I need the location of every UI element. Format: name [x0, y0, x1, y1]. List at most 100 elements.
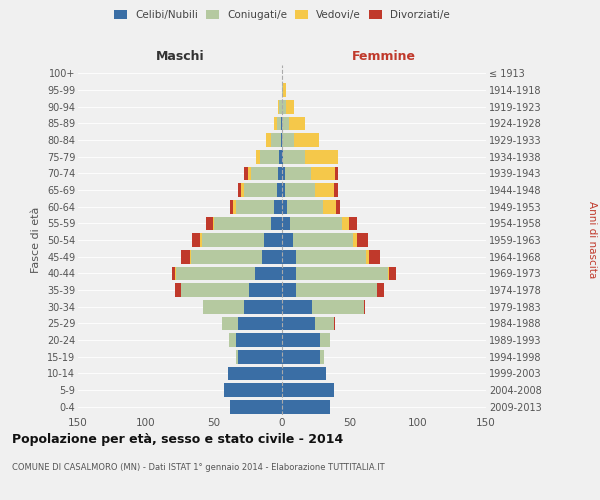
Bar: [227, 366, 282, 380]
Bar: [282, 283, 296, 297]
Bar: [176, 266, 255, 280]
Bar: [233, 200, 236, 213]
Bar: [282, 183, 285, 197]
Bar: [191, 250, 262, 264]
Bar: [244, 300, 282, 314]
Bar: [282, 216, 290, 230]
Bar: [349, 216, 357, 230]
Bar: [282, 366, 326, 380]
Bar: [337, 200, 340, 213]
Bar: [202, 233, 265, 247]
Bar: [389, 266, 396, 280]
Bar: [282, 150, 283, 164]
Bar: [244, 166, 248, 180]
Bar: [367, 250, 369, 264]
Bar: [282, 233, 293, 247]
Text: Femmine: Femmine: [352, 50, 416, 62]
Bar: [296, 266, 388, 280]
Bar: [282, 300, 312, 314]
Bar: [357, 233, 368, 247]
Bar: [250, 283, 282, 297]
Bar: [238, 350, 282, 364]
Bar: [236, 200, 274, 213]
Bar: [282, 400, 329, 413]
Bar: [323, 200, 337, 213]
Bar: [175, 283, 181, 297]
Bar: [283, 83, 286, 97]
Bar: [278, 166, 282, 180]
Bar: [312, 300, 364, 314]
Bar: [271, 216, 282, 230]
Bar: [334, 316, 335, 330]
Legend: Celibi/Nubili, Coniugati/e, Vedovi/e, Divorziati/e: Celibi/Nubili, Coniugati/e, Vedovi/e, Di…: [114, 10, 450, 20]
Bar: [282, 333, 320, 347]
Bar: [320, 350, 324, 364]
Bar: [282, 166, 285, 180]
Bar: [274, 200, 282, 213]
Bar: [262, 250, 282, 264]
Bar: [271, 133, 281, 147]
Text: COMUNE DI CASALMORO (MN) - Dati ISTAT 1° gennaio 2014 - Elaborazione TUTTITALIA.: COMUNE DI CASALMORO (MN) - Dati ISTAT 1°…: [12, 462, 385, 471]
Bar: [285, 183, 314, 197]
Bar: [206, 216, 212, 230]
Bar: [293, 233, 353, 247]
Bar: [255, 266, 282, 280]
Bar: [282, 350, 320, 364]
Bar: [230, 200, 233, 213]
Bar: [282, 83, 283, 97]
Bar: [353, 233, 357, 247]
Bar: [283, 150, 305, 164]
Bar: [282, 316, 314, 330]
Bar: [282, 250, 296, 264]
Bar: [248, 166, 251, 180]
Bar: [203, 300, 244, 314]
Bar: [190, 250, 191, 264]
Bar: [181, 250, 190, 264]
Bar: [274, 116, 277, 130]
Bar: [279, 100, 282, 114]
Bar: [224, 383, 282, 397]
Bar: [282, 100, 286, 114]
Bar: [335, 166, 338, 180]
Bar: [294, 133, 319, 147]
Text: Popolazione per età, sesso e stato civile - 2014: Popolazione per età, sesso e stato civil…: [12, 432, 343, 446]
Bar: [342, 216, 349, 230]
Bar: [282, 200, 287, 213]
Bar: [296, 283, 377, 297]
Bar: [296, 250, 367, 264]
Bar: [236, 333, 282, 347]
Bar: [260, 150, 279, 164]
Bar: [241, 183, 244, 197]
Bar: [320, 333, 329, 347]
Bar: [172, 266, 175, 280]
Bar: [281, 133, 282, 147]
Bar: [229, 333, 236, 347]
Bar: [192, 233, 200, 247]
Bar: [290, 216, 342, 230]
Y-axis label: Fasce di età: Fasce di età: [31, 207, 41, 273]
Bar: [277, 183, 282, 197]
Bar: [230, 400, 282, 413]
Bar: [314, 316, 334, 330]
Bar: [285, 166, 311, 180]
Text: Maschi: Maschi: [155, 50, 205, 62]
Bar: [314, 183, 334, 197]
Bar: [200, 233, 202, 247]
Bar: [277, 116, 281, 130]
Bar: [236, 350, 238, 364]
Bar: [287, 200, 323, 213]
Bar: [278, 100, 279, 114]
Bar: [282, 383, 334, 397]
Bar: [279, 150, 282, 164]
Bar: [305, 150, 338, 164]
Bar: [212, 216, 214, 230]
Bar: [251, 166, 278, 180]
Bar: [181, 283, 250, 297]
Bar: [244, 183, 277, 197]
Bar: [282, 116, 289, 130]
Bar: [282, 133, 294, 147]
Text: Anni di nascita: Anni di nascita: [587, 202, 597, 278]
Bar: [289, 116, 305, 130]
Bar: [282, 266, 296, 280]
Bar: [265, 233, 282, 247]
